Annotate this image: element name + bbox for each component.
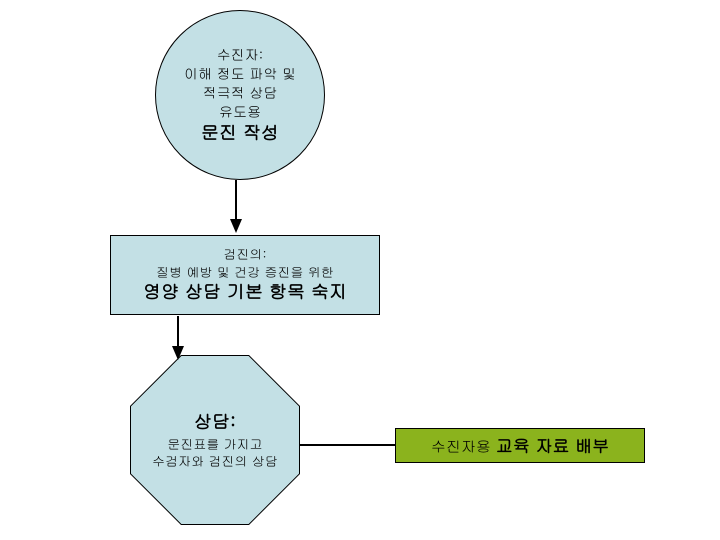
node-examiner-rect: 검진의: 질병 예방 및 건강 증진을 위한 영양 상담 기본 항목 숙지 — [110, 235, 380, 315]
side-rect-main: 교육 자료 배부 — [496, 433, 609, 457]
oct-line-2: 문진표를 가지고 — [167, 435, 262, 453]
side-rect-text: 수진자용 교육 자료 배부 — [431, 434, 609, 457]
rect-line-2: 질병 예방 및 건강 증진을 위한 — [156, 263, 334, 281]
side-rect-prefix: 수진자용 — [431, 436, 496, 457]
flowchart-canvas: 수진자: 이해 정도 파악 및 적극적 상담 유도용 문진 작성 검진의: 질병… — [0, 0, 720, 540]
circle-line-4: 유도용 — [219, 102, 261, 121]
oct-line-3: 수검자와 검진의 상담 — [152, 452, 278, 470]
circle-line-1: 수진자: — [217, 45, 264, 64]
rect-line-3: 영양 상담 기본 항목 숙지 — [143, 280, 347, 304]
node-questionnaire-circle: 수진자: 이해 정도 파악 및 적극적 상담 유도용 문진 작성 — [155, 10, 325, 180]
oct-line-1: 상담: — [194, 410, 236, 434]
rect-line-1: 검진의: — [223, 245, 266, 263]
node-education-material-rect: 수진자용 교육 자료 배부 — [395, 428, 645, 463]
circle-line-2: 이해 정도 파악 및 — [184, 64, 296, 83]
node-consult-octagon: 상담: 문진표를 가지고 수검자와 검진의 상담 — [130, 355, 300, 525]
circle-line-3: 적극적 상담 — [203, 83, 278, 102]
circle-line-5: 문진 작성 — [201, 121, 279, 145]
